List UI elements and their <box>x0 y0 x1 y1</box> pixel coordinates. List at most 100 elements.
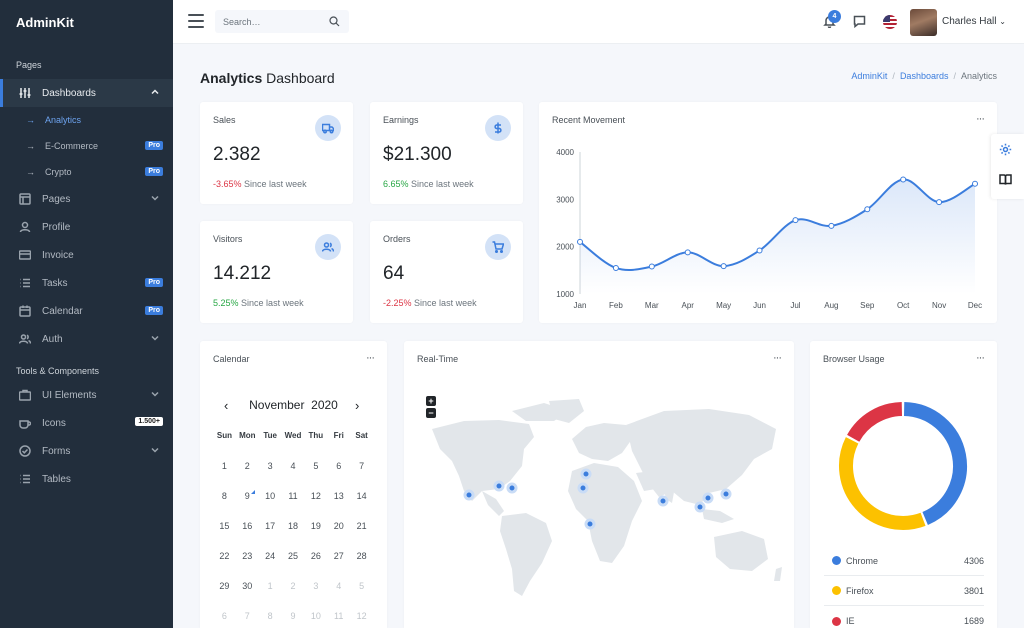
calendar-week-row: 8 9 10 11 12 13 14 <box>213 476 373 506</box>
message-icon[interactable] <box>853 15 866 29</box>
firefox-dot <box>832 586 841 595</box>
calendar-day[interactable]: 16 <box>242 521 253 531</box>
sidebar-item-tables[interactable]: Tables <box>0 465 173 493</box>
sidebar-item-calendar[interactable]: Calendar Pro <box>0 297 173 325</box>
arrow-right-icon: → <box>26 115 35 125</box>
calendar-day[interactable]: 28 <box>356 551 367 561</box>
calendar-day[interactable]: 23 <box>242 551 253 561</box>
calendar-day[interactable]: 3 <box>267 461 273 471</box>
x-tick-label: Mar <box>645 301 659 310</box>
calendar-prev-button[interactable]: ‹ <box>224 398 229 413</box>
x-tick-label: Dec <box>968 301 982 310</box>
calendar-next-button[interactable]: › <box>355 398 360 413</box>
calendar-day[interactable]: 14 <box>356 491 367 501</box>
calendar-day[interactable]: 6 <box>221 611 227 621</box>
calendar-day[interactable]: 19 <box>310 521 321 531</box>
calendar-day[interactable]: 12 <box>310 491 321 501</box>
sidebar-item-invoice[interactable]: Invoice <box>0 241 173 269</box>
stat-footer: 5.25% Since last week <box>213 298 304 308</box>
map-marker <box>702 492 714 504</box>
calendar-day[interactable]: 10 <box>310 611 321 621</box>
map-marker <box>463 489 475 501</box>
calendar-day[interactable]: 26 <box>310 551 321 561</box>
series-area <box>580 179 975 294</box>
more-menu-icon[interactable]: ··· <box>366 352 375 364</box>
calendar-day[interactable]: 9 <box>236 490 259 506</box>
calendar-day[interactable]: 8 <box>267 611 273 621</box>
sidebar-item-pages[interactable]: Pages <box>0 185 173 213</box>
sidebar-item-dashboards[interactable]: Dashboards <box>0 79 173 107</box>
map-marker <box>493 480 505 492</box>
sidebar-item-profile[interactable]: Profile <box>0 213 173 241</box>
stat-change: 5.25% <box>213 298 239 308</box>
calendar-day[interactable]: 1 <box>221 461 227 471</box>
sidebar-sub-analytics[interactable]: → Analytics <box>0 107 173 133</box>
calendar-day[interactable]: 9 <box>290 611 296 621</box>
calendar-day[interactable]: 30 <box>242 581 253 591</box>
card-title: Recent Movement <box>552 115 626 125</box>
calendar-day[interactable]: 8 <box>221 491 227 501</box>
sidebar-item-ui-elements[interactable]: UI Elements <box>0 381 173 409</box>
stat-value: 14.212 <box>213 263 272 284</box>
calendar-day[interactable]: 20 <box>333 521 344 531</box>
settings-gear-icon[interactable] <box>999 143 1015 159</box>
calendar-day[interactable]: 7 <box>244 611 250 621</box>
calendar-day[interactable]: 17 <box>265 521 276 531</box>
calendar-day[interactable]: 6 <box>336 461 342 471</box>
calendar-day[interactable]: 5 <box>359 581 365 591</box>
zoom-in-button[interactable]: + <box>426 396 436 406</box>
browser-row-firefox: Firefox 3801 <box>824 576 984 606</box>
calendar-day[interactable]: 10 <box>265 491 276 501</box>
brand-logo[interactable]: AdminKit <box>16 15 74 30</box>
calendar-day[interactable]: 13 <box>333 491 344 501</box>
page-title-rest: Dashboard <box>266 70 335 86</box>
hamburger-menu-icon[interactable] <box>188 14 204 28</box>
calendar-day[interactable]: 21 <box>356 521 367 531</box>
search-icon[interactable] <box>329 16 340 27</box>
calendar-day[interactable]: 5 <box>313 461 319 471</box>
calendar-day[interactable]: 18 <box>288 521 299 531</box>
pro-badge: Pro <box>145 141 163 150</box>
sidebar-item-forms[interactable]: Forms <box>0 437 173 465</box>
breadcrumb-dashboards[interactable]: Dashboards <box>899 71 949 81</box>
calendar-day[interactable]: 3 <box>313 581 319 591</box>
sidebar-sub-ecommerce[interactable]: → E-Commerce Pro <box>0 133 173 159</box>
calendar-day[interactable]: 1 <box>267 581 273 591</box>
sidebar-sub-label: E-Commerce <box>45 141 99 151</box>
avatar[interactable] <box>910 9 937 36</box>
calendar-day[interactable]: 11 <box>288 491 298 501</box>
chevron-down-icon <box>151 390 159 398</box>
calendar-day[interactable]: 29 <box>219 581 230 591</box>
book-icon[interactable] <box>999 173 1015 189</box>
stat-value: 2.382 <box>213 144 261 165</box>
calendar-day[interactable]: 12 <box>356 611 367 621</box>
sidebar-item-label: Profile <box>42 221 71 233</box>
calendar-day[interactable]: 25 <box>288 551 299 561</box>
calendar-day[interactable]: 2 <box>244 461 250 471</box>
x-tick-label: Jun <box>753 301 766 310</box>
zoom-out-button[interactable]: − <box>426 408 436 418</box>
calendar-day[interactable]: 11 <box>334 611 344 621</box>
calendar-day[interactable]: 2 <box>290 581 296 591</box>
breadcrumb-adminkit[interactable]: AdminKit <box>851 71 888 81</box>
calendar-day[interactable]: 7 <box>359 461 365 471</box>
more-menu-icon[interactable]: ··· <box>773 352 782 364</box>
calendar-day[interactable]: 4 <box>336 581 342 591</box>
user-name[interactable]: Charles Hall ⌄ <box>942 16 1006 27</box>
notification-badge: 4 <box>828 10 841 23</box>
sidebar-sub-crypto[interactable]: → Crypto Pro <box>0 159 173 185</box>
more-menu-icon[interactable]: ··· <box>976 352 985 364</box>
calendar-day[interactable]: 22 <box>219 551 230 561</box>
search-input[interactable]: Search… <box>215 10 349 33</box>
calendar-day[interactable]: 15 <box>219 521 230 531</box>
data-point <box>577 238 583 245</box>
calendar-day[interactable]: 27 <box>333 551 344 561</box>
us-flag-icon[interactable] <box>883 15 897 29</box>
calendar-day[interactable]: 24 <box>265 551 276 561</box>
calendar-weekday-row: Sun Mon Tue Wed Thu Fri Sat <box>213 431 373 446</box>
sidebar-item-tasks[interactable]: Tasks Pro <box>0 269 173 297</box>
more-menu-icon[interactable]: ··· <box>976 113 985 125</box>
calendar-day[interactable]: 4 <box>290 461 296 471</box>
sidebar-item-icons[interactable]: Icons 1.500+ <box>0 409 173 437</box>
sidebar-item-auth[interactable]: Auth <box>0 325 173 353</box>
